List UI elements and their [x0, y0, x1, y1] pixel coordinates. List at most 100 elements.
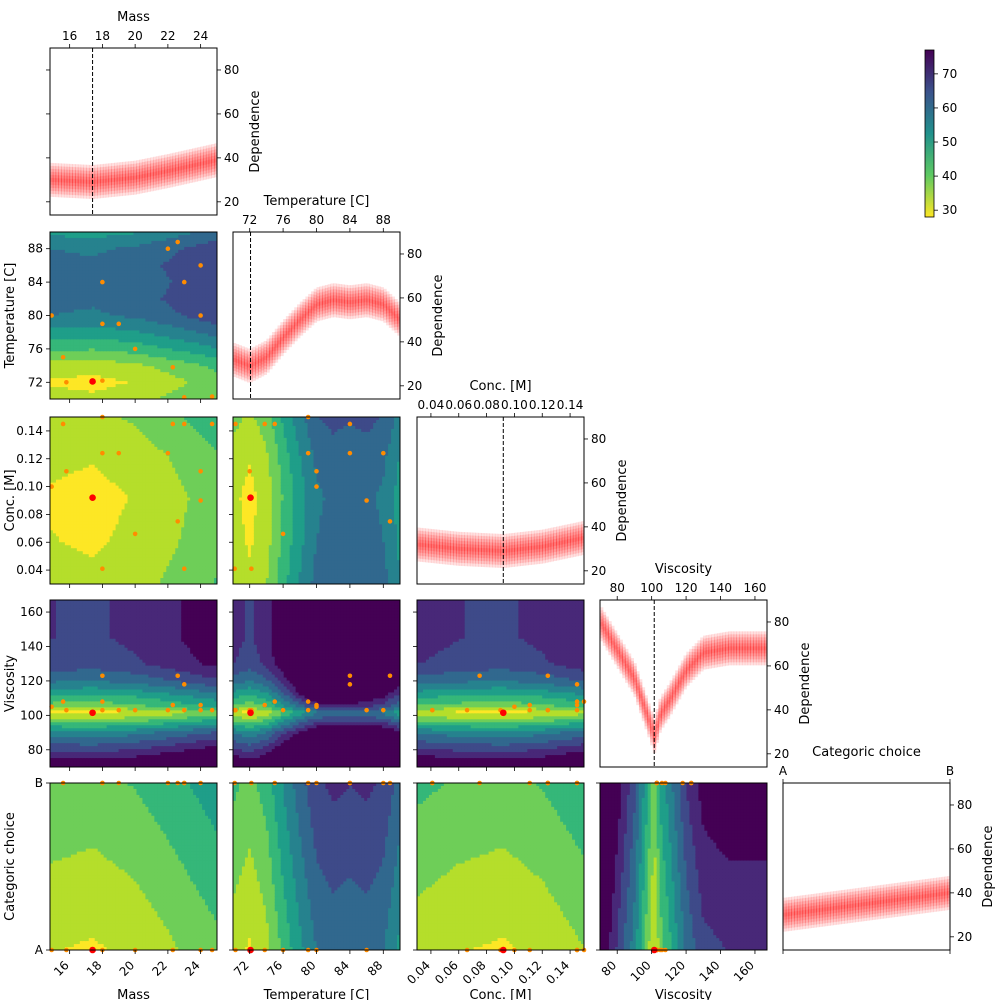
- contour-cell: [172, 264, 176, 269]
- contour-cell: [64, 342, 69, 346]
- contour-cell: [91, 419, 96, 424]
- contour-cell: [196, 387, 200, 391]
- contour-cell: [196, 258, 200, 263]
- contour-cell: [97, 521, 102, 525]
- contour-cell: [148, 288, 152, 293]
- contour-cell: [88, 324, 93, 328]
- dependence-band: [111, 177, 115, 182]
- contour-cell: [124, 267, 129, 272]
- contour-cell: [115, 351, 120, 355]
- contour-cell: [70, 336, 75, 340]
- contour-cell: [91, 566, 96, 570]
- contour-cell: [58, 440, 63, 445]
- contour-cell: [163, 306, 167, 311]
- contour-cell: [94, 330, 99, 334]
- contour-cell: [82, 390, 87, 394]
- contour-cell: [187, 342, 191, 346]
- contour-cell: [50, 366, 54, 370]
- contour-cell: [124, 324, 129, 328]
- contour-cell: [214, 363, 217, 367]
- contour-cell: [211, 270, 215, 275]
- contour-cell: [202, 261, 206, 266]
- contour-cell: [64, 357, 69, 361]
- contour-cell: [145, 363, 149, 367]
- contour-cell: [136, 237, 140, 242]
- contour-cell: [184, 381, 188, 385]
- contour-cell: [115, 303, 120, 308]
- contour-cell: [100, 461, 105, 466]
- dependence-band: [186, 152, 190, 181]
- contour-cell: [199, 243, 203, 248]
- contour-cell: [76, 345, 81, 349]
- contour-cell: [70, 428, 75, 433]
- dependence-band: [136, 166, 140, 189]
- dependence-band: [397, 313, 400, 324]
- contour-cell: [50, 473, 54, 478]
- dependence-band: [94, 173, 98, 190]
- contour-cell: [127, 285, 132, 290]
- contour-cell: [79, 512, 84, 516]
- contour-cell: [154, 291, 158, 296]
- contour-cell: [67, 551, 72, 555]
- contour-cell: [50, 372, 54, 376]
- contour-cell: [79, 297, 84, 302]
- contour-cell: [136, 324, 140, 328]
- contour-cell: [94, 288, 99, 293]
- contour-cell: [148, 276, 152, 281]
- contour-cell: [121, 366, 126, 370]
- contour-cell: [70, 384, 75, 388]
- contour-cell: [73, 479, 78, 484]
- contour-cell: [214, 234, 217, 239]
- contour-cell: [70, 417, 75, 421]
- contour-cell: [133, 243, 137, 248]
- left-tick-label: 88: [28, 242, 43, 256]
- contour-cell: [88, 375, 93, 379]
- contour-cell: [85, 563, 90, 567]
- contour-cell: [154, 387, 158, 391]
- dependence-band: [285, 319, 290, 348]
- dependence-band: [319, 286, 323, 321]
- contour-cell: [130, 276, 134, 281]
- contour-cell: [58, 312, 63, 316]
- dependence-band: [355, 287, 359, 316]
- contour-cell: [118, 309, 123, 314]
- contour-cell: [115, 291, 120, 296]
- contour-cell: [91, 527, 96, 531]
- contour-cell: [127, 357, 132, 361]
- contour-cell: [169, 282, 173, 287]
- contour-cell: [208, 345, 212, 349]
- contour-cell: [211, 291, 215, 296]
- contour-cell: [118, 237, 123, 242]
- contour-cell: [154, 336, 158, 340]
- contour-cell: [64, 503, 69, 507]
- contour-cell: [133, 303, 137, 308]
- contour-cell: [193, 342, 197, 346]
- contour-cell: [199, 279, 203, 284]
- dependence-band: [52, 163, 57, 198]
- dependence-band: [155, 165, 160, 182]
- contour-cell: [130, 327, 134, 331]
- dependence-band: [58, 166, 62, 195]
- contour-cell: [88, 339, 93, 343]
- contour-cell: [166, 252, 170, 257]
- dependence-band: [333, 286, 337, 315]
- contour-cell: [193, 375, 197, 379]
- contour-cell: [91, 479, 96, 484]
- contour-cell: [151, 258, 155, 263]
- dependence-band: [391, 308, 396, 319]
- contour-cell: [160, 309, 164, 314]
- contour-cell: [211, 381, 215, 385]
- contour-cell: [115, 252, 120, 257]
- contour-cell: [169, 336, 173, 340]
- contour-cell: [82, 443, 87, 448]
- contour-cell: [130, 333, 134, 337]
- contour-cell: [100, 557, 105, 561]
- contour-cell: [70, 524, 75, 528]
- contour-cell: [61, 327, 66, 331]
- contour-cell: [115, 324, 120, 328]
- contour-cell: [73, 252, 78, 257]
- dependence-band: [127, 170, 132, 187]
- dependence-band: [377, 301, 382, 306]
- dependence-band: [108, 175, 112, 186]
- contour-cell: [76, 581, 81, 584]
